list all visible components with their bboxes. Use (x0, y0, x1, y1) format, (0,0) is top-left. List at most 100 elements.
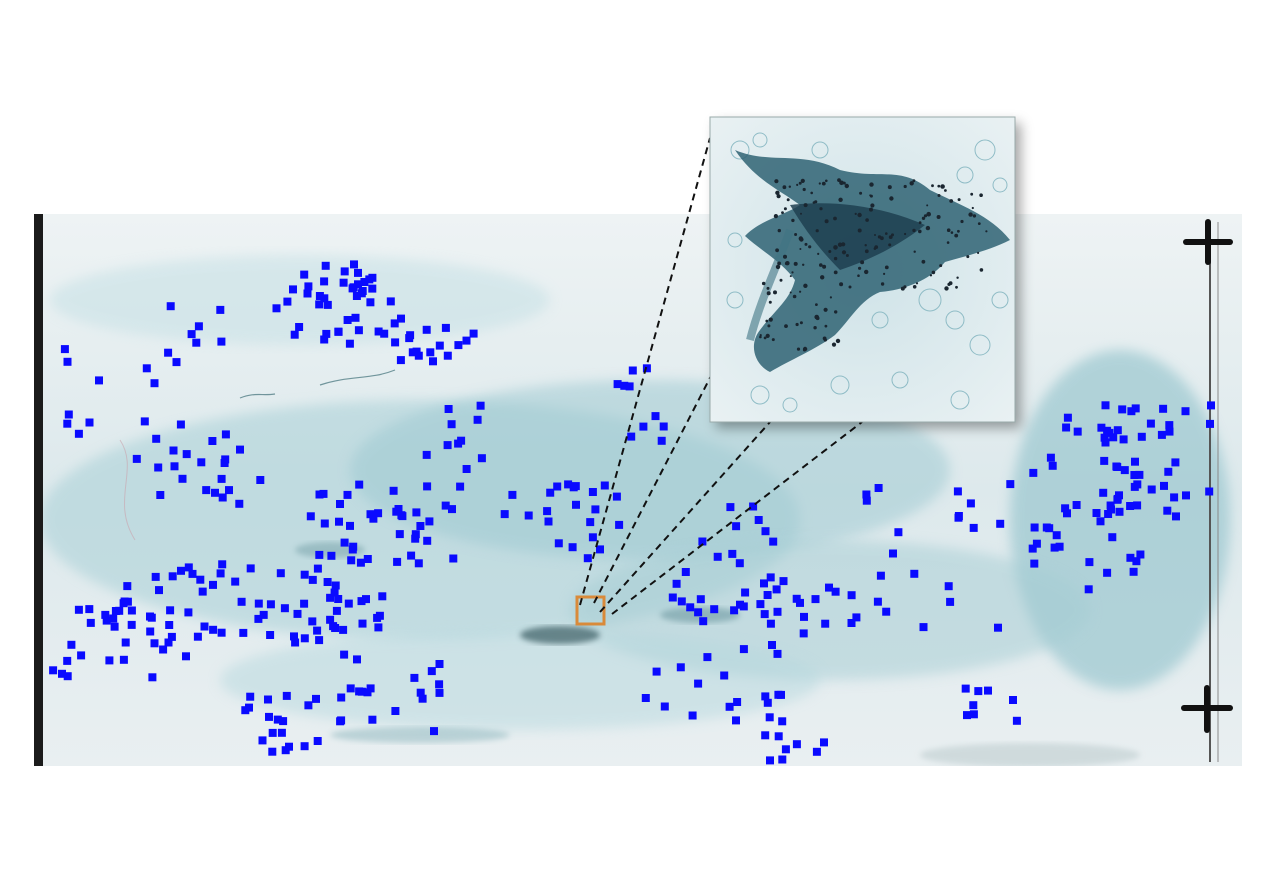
slide-left-edge (34, 214, 43, 766)
detection-marker (966, 499, 975, 508)
nucleus (948, 281, 953, 286)
detection-marker (200, 622, 209, 631)
detection-marker (184, 563, 193, 572)
detection-marker (1163, 506, 1172, 515)
nucleus (870, 203, 875, 208)
detection-marker (74, 429, 83, 438)
detection-marker (320, 277, 329, 286)
detection-marker (1165, 421, 1174, 430)
detection-marker (357, 597, 366, 606)
nucleus (786, 198, 790, 202)
nucleus (775, 248, 779, 253)
detection-marker (231, 577, 240, 586)
nucleus (865, 218, 869, 222)
nucleus (799, 290, 802, 293)
detection-marker (792, 740, 801, 749)
detection-marker (825, 583, 833, 592)
detection-marker (946, 597, 955, 606)
nucleus (779, 278, 783, 282)
detection-marker (192, 338, 201, 347)
nucleus (794, 233, 798, 236)
detection-marker (1126, 502, 1135, 510)
nucleus (761, 281, 766, 286)
detection-marker (225, 486, 233, 495)
detection-marker (894, 528, 903, 537)
detection-marker (953, 487, 962, 496)
detection-marker (147, 613, 156, 622)
detection-marker (150, 379, 159, 388)
nucleus (885, 232, 888, 235)
nucleus (789, 291, 792, 294)
nucleus (819, 207, 823, 211)
detection-marker (308, 575, 317, 584)
nucleus (783, 207, 787, 211)
detection-marker (120, 597, 129, 606)
detection-marker (304, 282, 313, 291)
detection-marker (277, 728, 286, 737)
detection-marker (289, 285, 297, 294)
detection-marker (127, 606, 136, 615)
detection-marker (332, 606, 341, 615)
detection-marker (1146, 419, 1155, 428)
nucleus (803, 203, 808, 208)
detection-marker (374, 509, 383, 518)
crosshair-mark-bottom-icon (1181, 685, 1233, 733)
detection-marker (954, 512, 963, 520)
nucleus (888, 243, 892, 247)
detection-marker (423, 482, 432, 491)
detection-marker (1012, 716, 1021, 725)
detection-marker (355, 480, 364, 489)
nucleus (985, 230, 988, 233)
detection-marker (358, 619, 367, 628)
nucleus (771, 338, 775, 342)
nucleus (848, 285, 852, 289)
detection-marker (651, 412, 660, 421)
detection-marker (315, 300, 324, 309)
nucleus (936, 215, 941, 219)
nucleus (954, 233, 959, 238)
nucleus (775, 264, 781, 270)
nucleus (799, 248, 802, 250)
detection-marker (1172, 512, 1180, 521)
detection-marker (121, 638, 130, 647)
nucleus (808, 245, 812, 249)
nucleus (803, 283, 808, 288)
detection-marker (411, 530, 420, 539)
nucleus (829, 296, 833, 299)
nucleus (824, 324, 828, 328)
nucleus (802, 187, 806, 192)
nucleus (968, 212, 973, 217)
detection-marker (346, 521, 354, 530)
detection-marker (760, 610, 769, 619)
nucleus (773, 290, 777, 295)
detection-marker (910, 569, 919, 578)
slide-image (34, 214, 1242, 766)
detection-marker (1107, 505, 1115, 514)
detection-marker (672, 579, 681, 588)
detection-marker (256, 476, 265, 484)
detection-marker (320, 294, 329, 303)
nucleus (915, 282, 919, 285)
detection-marker (1100, 433, 1109, 442)
detection-marker (218, 493, 227, 502)
detection-marker (389, 486, 398, 495)
crosshair-mark-top-icon (1183, 219, 1233, 265)
detection-marker (315, 292, 324, 300)
detection-marker (187, 330, 196, 339)
detection-marker (1206, 419, 1214, 428)
detection-marker (944, 582, 953, 591)
detection-marker (628, 366, 637, 375)
detection-marker (448, 505, 456, 514)
detection-marker (386, 297, 395, 306)
detection-marker (1131, 404, 1140, 413)
nucleus (950, 231, 954, 234)
detection-marker (49, 666, 58, 675)
detection-marker (394, 505, 403, 513)
detection-marker (1085, 558, 1094, 567)
nucleus (782, 185, 787, 190)
detection-marker (1181, 407, 1190, 416)
detection-marker (772, 585, 781, 594)
detection-marker (1129, 567, 1138, 576)
nucleus (955, 285, 958, 289)
